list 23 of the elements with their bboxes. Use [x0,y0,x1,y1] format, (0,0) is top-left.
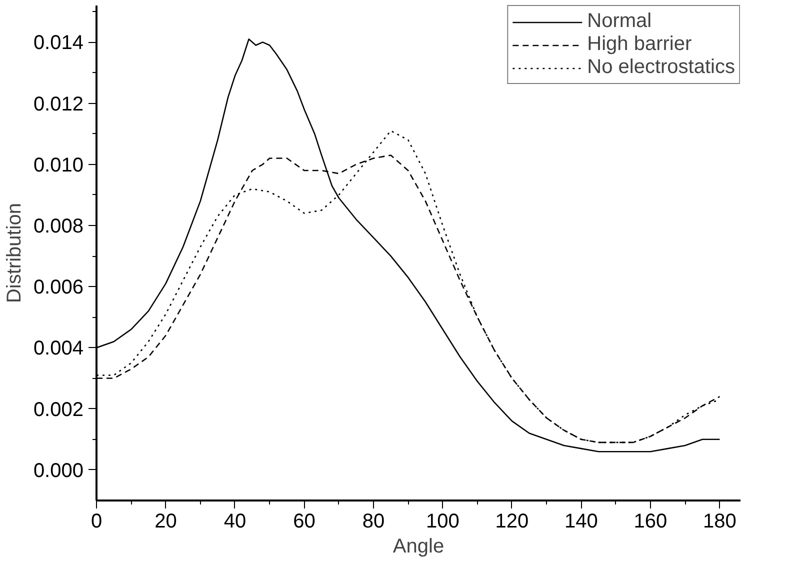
legend-label: No electrostatics [587,56,735,79]
x-tick-label: 20 [154,510,177,532]
y-tick-label: 0.004 [33,338,84,360]
x-tick-label: 120 [495,510,529,532]
y-tick-label: 0.008 [33,216,84,238]
y-tick-label: 0.012 [33,93,84,116]
x-tick-label: 60 [293,510,316,532]
legend-label: Normal [587,10,652,33]
x-tick-label: 180 [703,510,736,532]
y-tick-label: 0.014 [33,32,84,54]
y-tick-label: 0.000 [33,460,84,482]
y-tick-label: 0.002 [33,398,84,421]
x-tick-label: 40 [224,510,246,532]
x-tick-label: 0 [90,510,102,532]
x-axis-title: Angle [392,536,444,558]
y-axis-title: Distribution [3,202,26,304]
x-tick-label: 160 [634,510,668,532]
x-tick-label: 80 [362,510,385,532]
y-tick-label: 0.006 [33,276,84,299]
legend-label: High barrier [587,33,692,56]
y-tick-label: 0.010 [33,154,84,176]
x-tick-label: 140 [564,510,598,532]
x-tick-label: 100 [426,510,460,532]
